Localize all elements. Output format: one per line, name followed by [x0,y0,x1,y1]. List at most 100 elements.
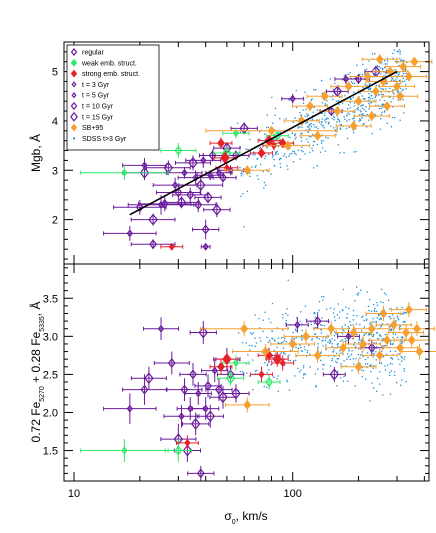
sdss-point [374,310,376,312]
sdss-point [321,324,323,327]
sdss-point [290,339,292,341]
sdss-point [237,122,239,124]
sdss-point [374,96,376,98]
sdss-point [392,52,394,54]
marker-diamond [196,468,205,479]
sdss-point [260,340,262,342]
sdss-point [310,324,312,326]
sdss-point [247,354,249,356]
sdss-point [292,121,294,123]
sdss-point [294,134,296,137]
sdss-point [272,154,274,157]
marker-diamond [359,338,368,349]
sdss-point [405,72,407,75]
sdss-point [284,337,286,339]
sdss-point [381,350,383,352]
sdss-point [318,338,320,340]
sdss-point [385,293,387,296]
sdss-point [324,103,326,105]
sdss-point [386,323,389,325]
marker-diamond [187,404,194,413]
marker-diamond [320,91,329,102]
sdss-point [377,104,379,107]
sdss-point [349,101,351,104]
sdss-point [350,81,352,83]
marker-diamond [349,327,358,338]
sdss-point [346,120,348,122]
sdss-point [402,60,404,62]
sdss-point [381,93,383,95]
sdss-point [366,318,368,320]
sdss-point [267,348,269,351]
sdss-point [379,317,382,319]
sdss-point [267,363,269,365]
sdss-point [263,181,265,184]
sdss-point [284,364,286,366]
marker-diamond [367,323,376,334]
marker-diamond [383,335,392,346]
sdss-point [398,327,400,329]
sdss-point [252,389,254,391]
sdss-point [248,344,251,347]
sdss-point [391,358,394,360]
sdss-point [342,329,344,331]
sdss-point [337,343,339,345]
sdss-point [285,322,287,324]
sdss-point [325,344,327,346]
sdss-point [266,386,268,388]
sdss-point [288,155,290,157]
marker-diamond [149,239,158,250]
sdss-cloud-bottom [238,279,408,402]
sdss-point [337,118,339,120]
sdss-point [369,323,371,326]
sdss-point [311,338,313,340]
sdss-point [338,317,340,319]
sdss-point [378,314,380,317]
sdss-point [366,352,369,354]
y-axis-title-bottom: 0.72 Fe5270 + 0.28 Fe5335, Å [28,302,46,443]
sdss-point [309,151,311,153]
sdss-point [306,113,308,115]
sdss-point [369,364,371,366]
sdss-point [368,333,370,336]
sdss-point [393,93,395,95]
sdss-point [400,59,403,61]
sdss-point [322,364,324,366]
sdss-point [358,120,360,122]
y-axis-title-top: Mgb, Å [28,134,43,172]
sdss-point [304,349,306,351]
sdss-point [289,136,291,139]
sdss-point [246,372,248,374]
sdss-point [358,338,361,340]
sdss-point [366,363,369,365]
sdss-point [287,168,289,170]
sdss-point [258,318,260,320]
sdss-point [384,66,386,69]
sdss-point [302,109,304,111]
sdss-point [253,151,255,153]
sdss-point [294,117,296,119]
sdss-point [359,73,361,76]
sdss-point [266,336,268,339]
sdss-point [396,50,398,53]
sdss-point [335,134,337,136]
sdss-point [390,340,392,343]
sdss-point [340,124,342,126]
sdss-point [341,79,344,81]
sdss-point [315,385,317,387]
sdss-point [295,330,297,332]
sdss-point [278,141,280,143]
sdss-point [400,60,402,62]
marker-diamond [283,140,292,151]
sdss-point [384,365,386,367]
sdss-point [300,346,302,349]
sdss-point [352,96,354,99]
sdss-point [393,49,395,51]
sdss-point [399,325,401,327]
sdss-point [384,345,387,347]
sdss-point [365,319,367,321]
sdss-point [281,337,283,339]
y-tick-label: 1.5 [43,446,58,458]
sdss-point [401,337,404,339]
